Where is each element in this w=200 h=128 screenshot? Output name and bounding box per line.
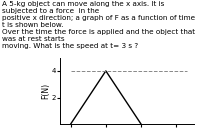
- Text: A 5-kg object can move along the x axis. It is subjected to a force  in the
posi: A 5-kg object can move along the x axis.…: [2, 1, 195, 49]
- Y-axis label: F(N): F(N): [41, 83, 50, 99]
